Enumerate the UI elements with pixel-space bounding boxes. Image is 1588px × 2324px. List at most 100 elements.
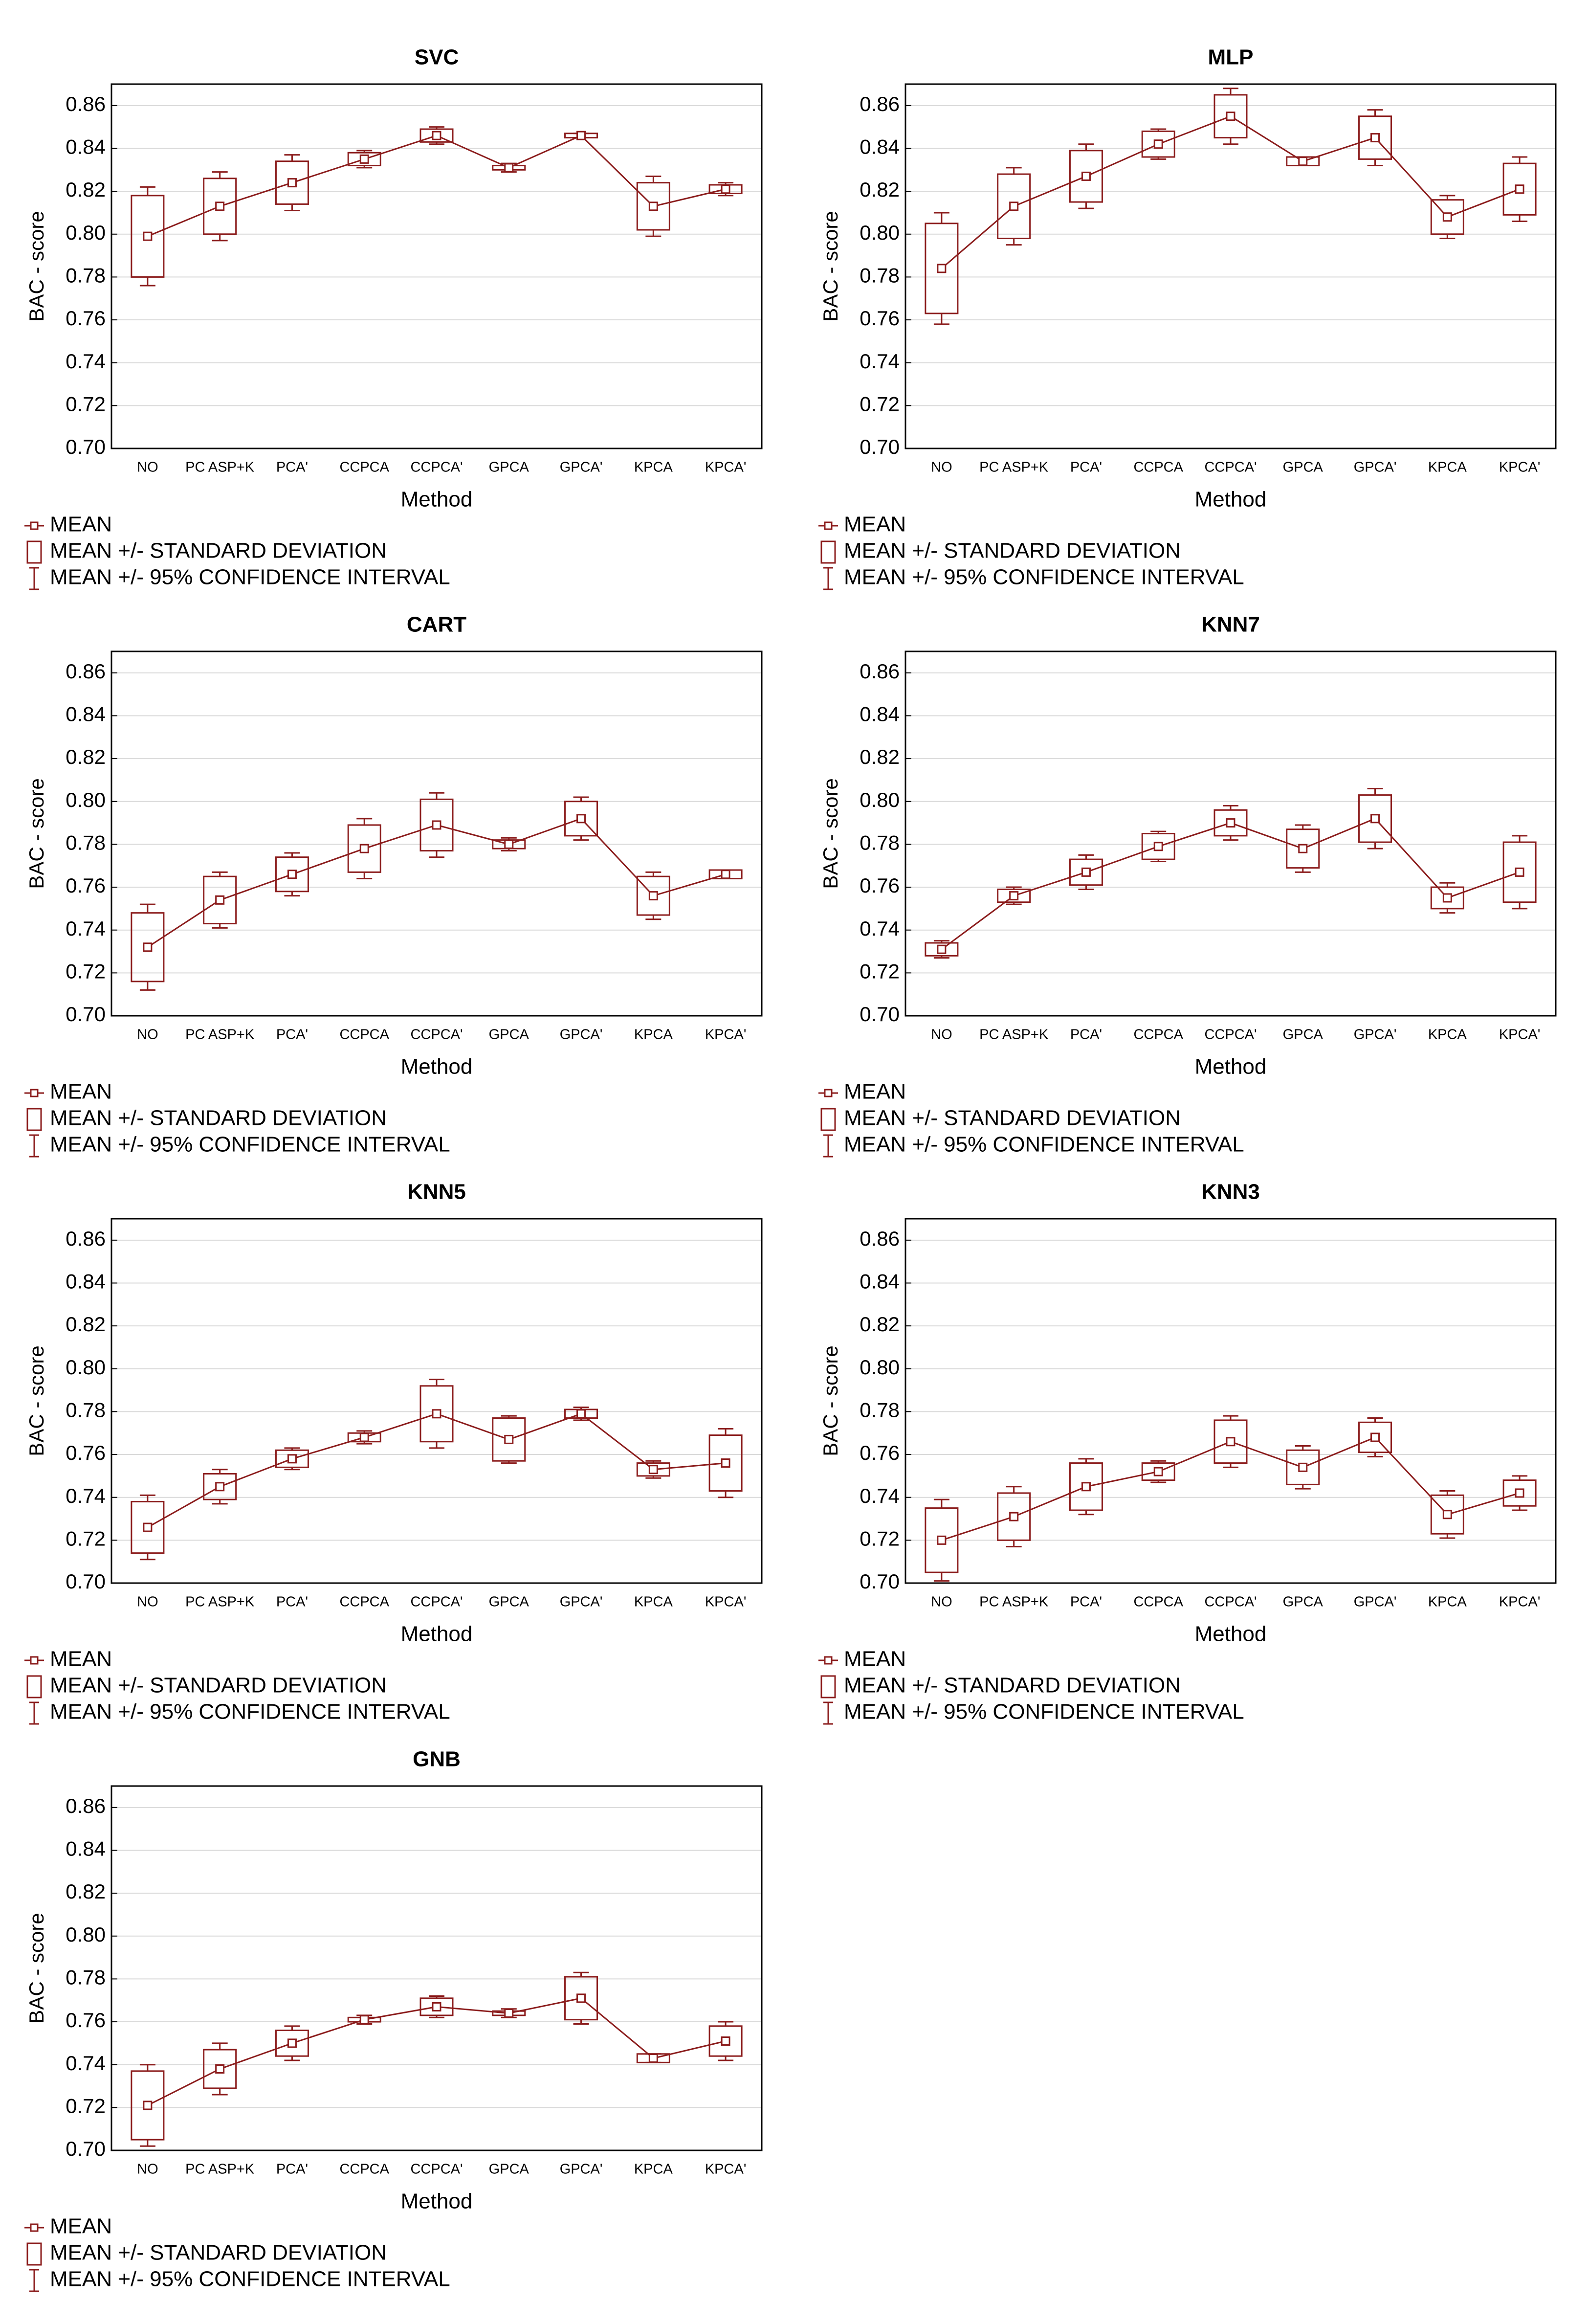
mean-marker xyxy=(1081,867,1091,877)
sd-box xyxy=(636,875,670,916)
ci-whisker xyxy=(1078,143,1094,209)
x-tick-label: PC ASP+K xyxy=(185,1027,255,1043)
mean-marker xyxy=(1153,842,1163,851)
y-axis-label: BAC - score xyxy=(25,211,48,321)
sd-box xyxy=(997,888,1031,903)
mean-marker xyxy=(359,1432,369,1442)
x-tick-label: KPCA xyxy=(1428,1594,1467,1610)
ci-whisker xyxy=(1367,1417,1383,1457)
ci-whisker xyxy=(212,171,228,242)
chart-panel: KNN7 0.70 0.72 0.74 0.76 0.78 0.80 0.82 0.84 0.86… xyxy=(818,613,1557,1158)
legend-icon xyxy=(824,1089,833,1097)
y-tick-label: 0.82 xyxy=(66,745,106,768)
mean-marker xyxy=(432,820,441,830)
ci-whisker xyxy=(645,1460,662,1479)
legend-label: MEAN +/- 95% CONFIDENCE INTERVAL xyxy=(50,1133,450,1157)
sd-box xyxy=(419,1997,454,2016)
mean-marker xyxy=(1515,1488,1524,1498)
y-tick-label: 0.80 xyxy=(66,221,106,244)
x-tick-label: KPCA' xyxy=(705,460,747,475)
mean-marker xyxy=(576,814,586,824)
x-tick-label: NO xyxy=(931,460,952,475)
sd-box xyxy=(275,160,309,205)
sd-box xyxy=(1430,886,1464,910)
x-tick-label: PC ASP+K xyxy=(979,1594,1049,1610)
sd-box xyxy=(1502,162,1537,216)
legend-icon xyxy=(29,1701,39,1725)
ci-whisker xyxy=(356,818,373,880)
x-tick-label: GPCA xyxy=(489,2162,529,2177)
y-tick-label: 0.86 xyxy=(860,660,900,683)
y-tick-label: 0.80 xyxy=(66,1923,106,1946)
sd-box xyxy=(1213,1419,1248,1464)
chart-title: CART xyxy=(407,613,466,637)
y-tick-label: 0.82 xyxy=(66,1313,106,1336)
sd-box xyxy=(1358,1421,1392,1453)
y-tick-label: 0.70 xyxy=(66,2137,106,2160)
mean-marker xyxy=(721,2036,730,2046)
legend-icon xyxy=(824,521,833,530)
mean-marker xyxy=(1370,814,1380,824)
sd-box xyxy=(203,875,237,925)
chart-panel: CART 0.70 0.72 0.74 0.76 0.78 0.80 0.82 0.84 0.86… xyxy=(24,613,763,1158)
ci-whisker xyxy=(1367,109,1383,167)
x-tick-label: GPCA' xyxy=(560,1027,603,1043)
x-tick-label: CCPCA' xyxy=(1204,1027,1257,1043)
ci-whisker xyxy=(284,2025,300,2061)
y-tick-label: 0.74 xyxy=(66,917,106,940)
mean-marker xyxy=(937,264,947,273)
x-tick-label: CCPCA' xyxy=(410,2162,463,2177)
mean-marker xyxy=(1442,212,1452,222)
x-axis-label: Method xyxy=(1195,1055,1267,1079)
sd-box xyxy=(1141,130,1175,158)
ci-whisker xyxy=(139,186,155,287)
mean-marker xyxy=(359,154,369,164)
x-tick-label: PC ASP+K xyxy=(979,460,1049,475)
x-tick-label: KPCA' xyxy=(1499,1594,1541,1610)
x-tick-label: PCA' xyxy=(1070,460,1102,475)
sd-box xyxy=(419,1385,454,1443)
x-tick-label: KPCA xyxy=(1428,460,1467,475)
mean-marker xyxy=(1009,1512,1019,1521)
ci-whisker xyxy=(1295,824,1311,873)
mean-marker xyxy=(1370,1432,1380,1442)
x-tick-label: CCPCA xyxy=(339,2162,389,2177)
x-tick-label: CCPCA xyxy=(1133,1027,1183,1043)
y-tick-label: 0.76 xyxy=(66,2009,106,2032)
y-tick-label: 0.72 xyxy=(860,960,900,983)
legend-icon xyxy=(29,567,39,590)
y-tick-label: 0.86 xyxy=(66,1227,106,1250)
x-tick-label: CCPCA xyxy=(339,1027,389,1043)
plot-frame xyxy=(904,650,1557,1017)
mean-marker xyxy=(143,231,153,241)
y-tick-label: 0.82 xyxy=(860,1313,900,1336)
mean-marker xyxy=(359,844,369,853)
sd-box xyxy=(1430,1494,1464,1535)
x-tick-label: GPCA' xyxy=(1354,460,1397,475)
legend-label: MEAN +/- STANDARD DEVIATION xyxy=(50,1106,387,1130)
sd-box xyxy=(708,1434,743,1492)
y-tick-label: 0.84 xyxy=(860,703,900,726)
mean-line xyxy=(941,1436,1520,1541)
y-tick-label: 0.82 xyxy=(66,1880,106,1903)
y-tick-label: 0.84 xyxy=(66,1270,106,1293)
legend-icon xyxy=(823,567,833,590)
chart-panel: KNN3 0.70 0.72 0.74 0.76 0.78 0.80 0.82 0.84 0.86… xyxy=(818,1180,1557,1725)
legend-icon xyxy=(30,2223,39,2232)
legend-label: MEAN +/- STANDARD DEVIATION xyxy=(50,1674,387,1698)
x-tick-label: CCPCA' xyxy=(1204,460,1257,475)
sd-box xyxy=(347,152,381,167)
y-tick-label: 0.80 xyxy=(860,221,900,244)
mean-marker xyxy=(1009,201,1019,211)
y-tick-label: 0.70 xyxy=(860,435,900,458)
mean-marker xyxy=(287,1454,297,1464)
legend-icon xyxy=(30,1656,39,1665)
y-tick-label: 0.78 xyxy=(66,1399,106,1422)
x-tick-label: GPCA xyxy=(1283,1027,1323,1043)
legend-icon xyxy=(820,1675,836,1698)
ci-whisker xyxy=(356,150,373,169)
y-tick-label: 0.84 xyxy=(860,135,900,158)
sd-box xyxy=(275,1449,309,1468)
ci-whisker xyxy=(1078,1458,1094,1516)
